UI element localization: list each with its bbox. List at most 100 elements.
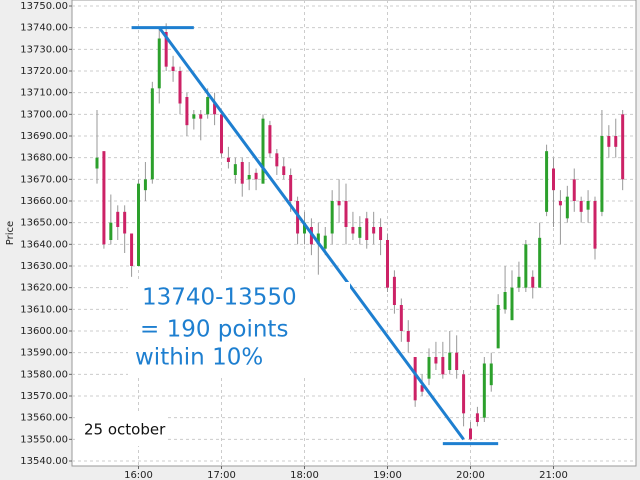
candle-body <box>531 276 535 288</box>
candle-body <box>213 103 217 115</box>
y-tick-label: 13540.00 <box>20 456 68 467</box>
candle-body <box>282 166 286 175</box>
candle-body <box>386 240 389 288</box>
candle-body <box>586 201 590 210</box>
x-tick-label: 18:00 <box>290 470 319 480</box>
drawn-lines <box>131 26 499 446</box>
candle-body <box>178 71 182 104</box>
candle-body <box>455 352 459 370</box>
candle-body <box>95 157 99 169</box>
candle-body <box>289 175 293 201</box>
candle-body <box>517 276 521 288</box>
note-box <box>128 282 350 378</box>
x-tick-label: 16:00 <box>124 470 153 480</box>
x-tick-label: 17:00 <box>207 470 236 480</box>
candle-body <box>448 352 452 370</box>
candle-body <box>614 136 618 147</box>
candle-body <box>254 172 258 180</box>
candle-body <box>316 233 320 245</box>
candle-body <box>600 136 604 212</box>
candle-body <box>351 227 355 234</box>
y-tick-label: 13610.00 <box>20 304 68 315</box>
candle-body <box>150 88 154 180</box>
note-line: within 10% <box>135 345 263 371</box>
candle-body <box>427 357 431 379</box>
candle-body <box>192 114 196 119</box>
candle-body <box>199 114 203 119</box>
candle-body <box>420 385 424 392</box>
candle-body <box>171 66 175 71</box>
candle-body <box>558 201 562 206</box>
candle-body <box>524 244 528 288</box>
candle-body <box>503 292 507 310</box>
candle-body <box>510 287 514 321</box>
y-tick-label: 13750.00 <box>20 1 68 12</box>
x-tick-label: 20:00 <box>456 470 485 480</box>
candle-body <box>123 211 127 234</box>
date-label: 25 october <box>84 421 166 439</box>
y-tick-label: 13570.00 <box>20 391 68 402</box>
candle-body <box>358 227 362 238</box>
candle-body <box>137 183 140 266</box>
candle-body <box>565 196 569 219</box>
candles <box>95 23 625 440</box>
candle-body <box>545 151 549 212</box>
candle-body <box>621 114 625 180</box>
candle-body <box>572 179 576 201</box>
y-tick-label: 13640.00 <box>20 239 68 250</box>
y-tick-label: 13600.00 <box>20 326 68 337</box>
candle-body <box>372 227 376 234</box>
y-tick-label: 13550.00 <box>20 434 68 445</box>
candle-body <box>164 32 168 67</box>
candle-body <box>240 162 244 184</box>
candle-body <box>399 305 403 331</box>
y-tick-label: 13730.00 <box>20 44 68 55</box>
candle-body <box>247 175 251 180</box>
y-tick-label: 13650.00 <box>20 218 68 229</box>
candle-body <box>268 125 272 154</box>
y-tick-label: 13580.00 <box>20 369 68 380</box>
candle-body <box>607 136 611 147</box>
candle-body <box>337 201 341 206</box>
candle-body <box>330 201 334 234</box>
candle-body <box>275 153 279 167</box>
candle-body <box>303 222 306 234</box>
y-tick-label: 13660.00 <box>20 196 68 207</box>
date-box <box>78 414 168 446</box>
y-tick-label: 13620.00 <box>20 283 68 294</box>
candle-body <box>482 363 486 418</box>
candle-body <box>185 97 189 126</box>
y-tick-label: 13700.00 <box>20 109 68 120</box>
candle-body <box>116 211 120 227</box>
x-tick-label: 21:00 <box>539 470 568 480</box>
candle-body <box>102 151 106 245</box>
candle-body <box>379 227 383 240</box>
candle-body <box>233 164 237 175</box>
candle-body <box>143 179 147 191</box>
candle-body <box>475 413 479 422</box>
candle-body <box>462 374 466 414</box>
candle-body <box>469 428 472 440</box>
drawn-line <box>158 26 465 441</box>
candle-body <box>226 157 230 162</box>
candle-body <box>406 331 410 342</box>
candle-body <box>323 235 327 249</box>
y-axis-label: Price <box>5 221 16 245</box>
candle-body <box>413 357 417 401</box>
candle-body <box>261 118 265 184</box>
y-tick-label: 13740.00 <box>20 23 68 34</box>
y-tick-label: 13670.00 <box>20 174 68 185</box>
y-tick-label: 13710.00 <box>20 88 68 99</box>
note-line: = 190 points <box>140 317 288 343</box>
candle-body <box>441 357 445 375</box>
candle-body <box>220 114 223 154</box>
candle-body <box>434 357 438 364</box>
y-tick-label: 13630.00 <box>20 261 68 272</box>
candle-body <box>157 38 161 89</box>
candle-body <box>206 97 210 115</box>
candle-body <box>365 218 369 240</box>
candle-body <box>109 222 113 240</box>
y-tick-label: 13680.00 <box>20 153 68 164</box>
candle-body <box>489 363 493 386</box>
